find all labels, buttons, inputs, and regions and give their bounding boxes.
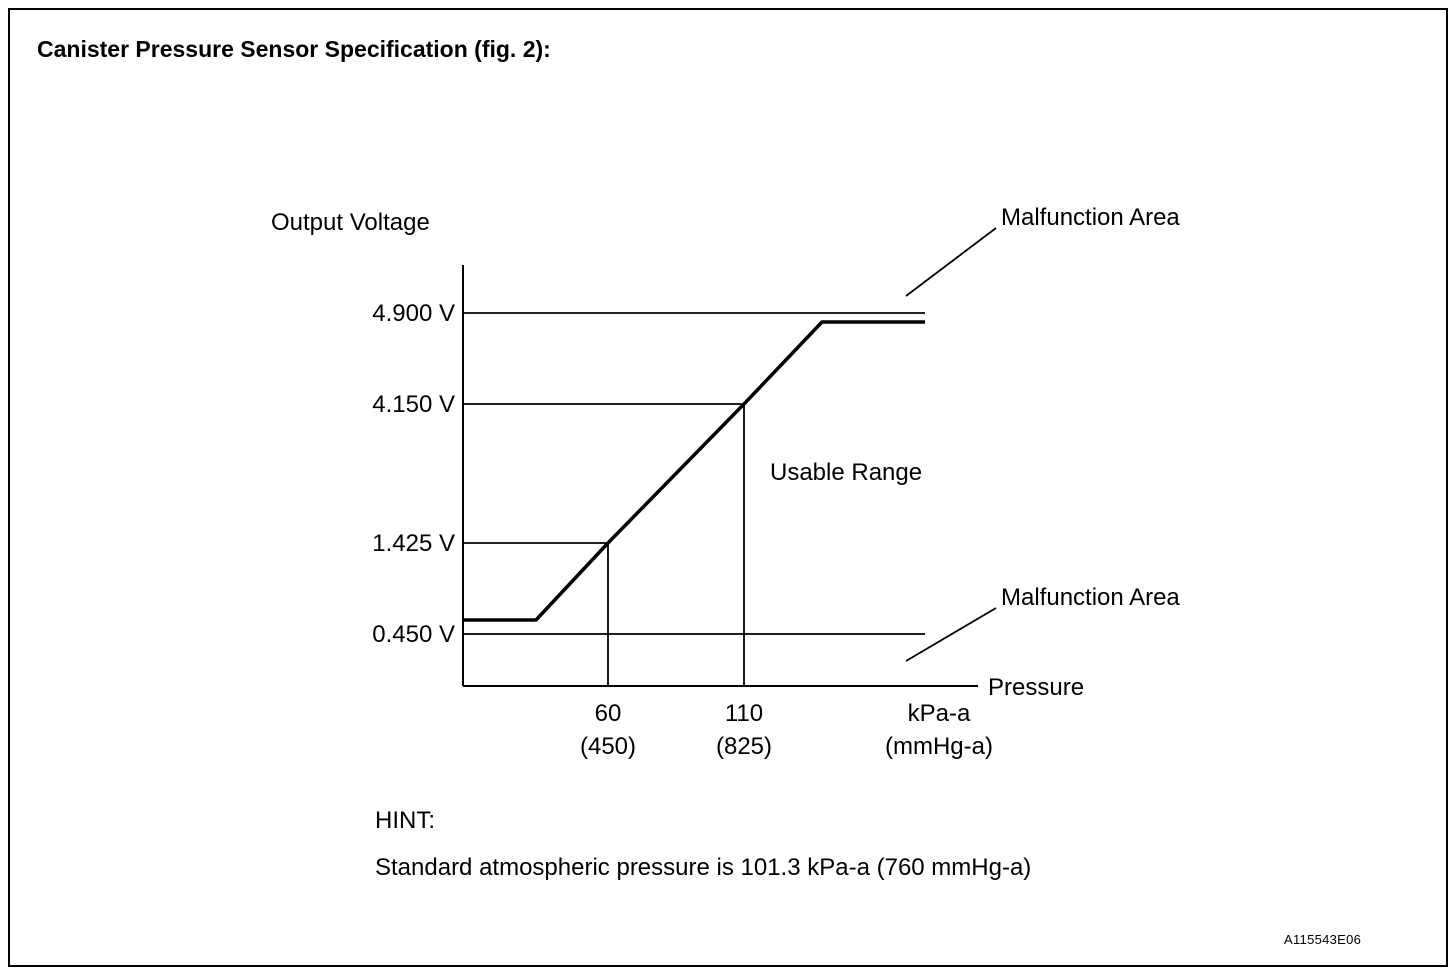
y-tick-1425: 1.425 V	[372, 530, 455, 557]
figure-border	[8, 8, 1448, 967]
y-tick-0450: 0.450 V	[372, 621, 455, 648]
malfunction-pointer-bottom	[905, 607, 997, 662]
x-axis-units: kPa-a (mmHg-a)	[854, 697, 1024, 763]
figure-id: A115543E06	[1284, 932, 1362, 947]
sensor-output-curve	[463, 320, 925, 622]
y-tick-4900: 4.900 V	[372, 300, 455, 327]
hint-text: Standard atmospheric pressure is 101.3 k…	[375, 854, 1032, 881]
x-axis-unit-mmhg: (mmHg-a)	[885, 733, 993, 760]
usable-range-label: Usable Range	[770, 459, 923, 486]
x-tick-110-mmhg: (825)	[715, 733, 773, 760]
y-tick-4150: 4.150 V	[372, 391, 455, 418]
x-axis-unit-kpa: kPa-a	[907, 700, 971, 727]
x-tick-60-kpa: 60	[594, 700, 622, 727]
hint-label: HINT:	[375, 807, 435, 834]
x-tick-110: 110 (825)	[659, 697, 829, 763]
x-tick-60: 60 (450)	[523, 697, 693, 763]
malfunction-area-label-bottom: Malfunction Area	[1001, 584, 1180, 611]
malfunction-area-label-top: Malfunction Area	[1001, 204, 1180, 231]
y-axis-title: Output Voltage	[271, 209, 430, 236]
x-tick-60-mmhg: (450)	[579, 733, 637, 760]
figure-title: Canister Pressure Sensor Specification (…	[37, 36, 551, 62]
x-tick-110-kpa: 110	[724, 700, 764, 727]
x-axis-title: Pressure	[988, 674, 1085, 701]
malfunction-pointer-top	[905, 227, 997, 297]
